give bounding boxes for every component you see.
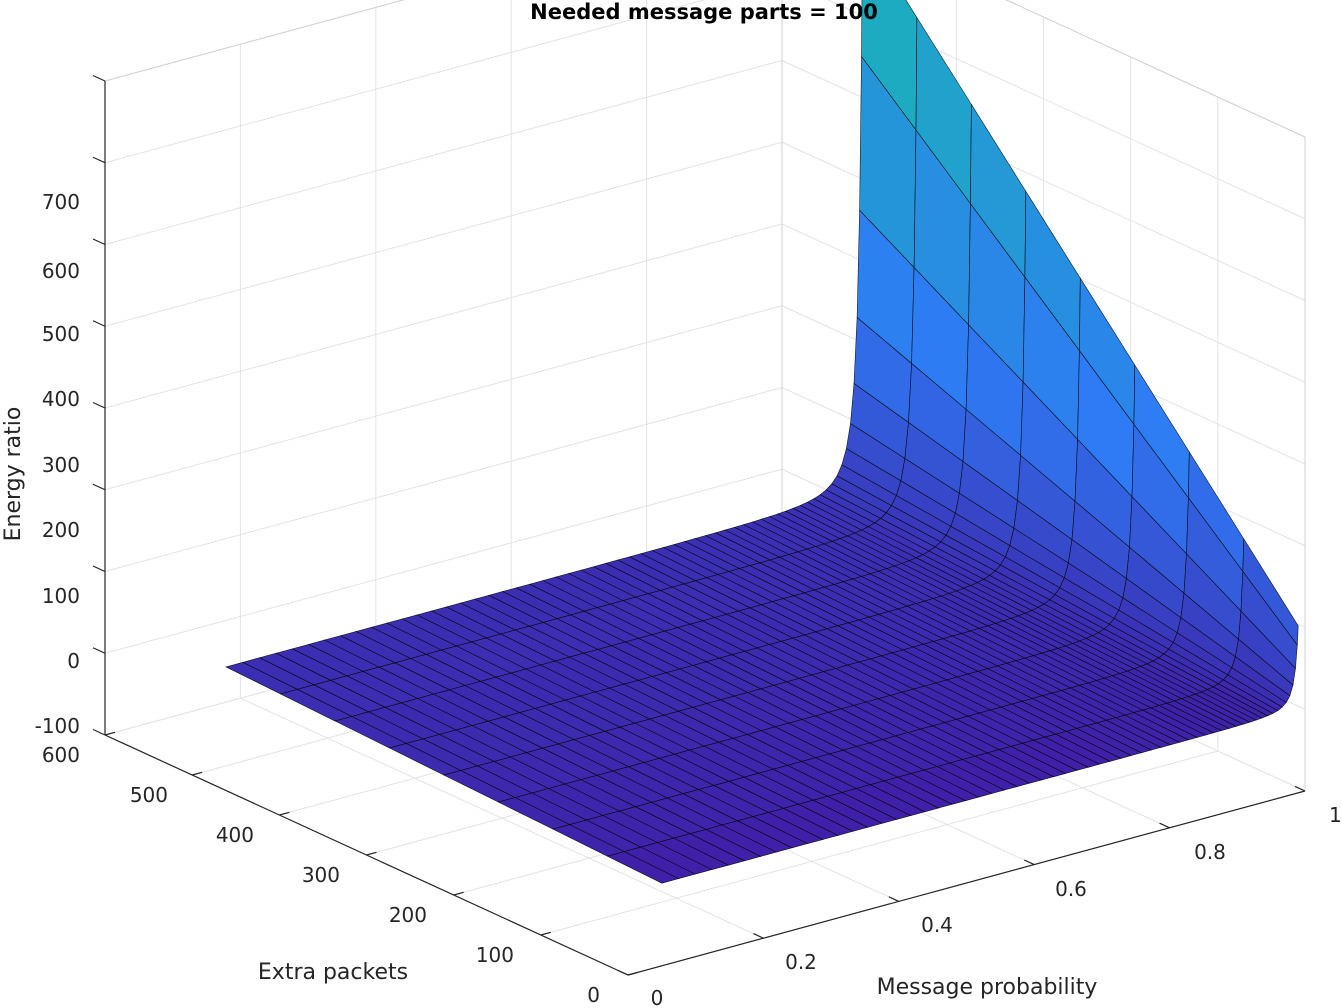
grid-line bbox=[104, 141, 783, 327]
grid-line bbox=[104, 60, 783, 245]
x-tick-label: 0.4 bbox=[921, 913, 953, 937]
grid-line bbox=[104, 468, 783, 654]
z-tick-label: 400 bbox=[42, 387, 80, 411]
z-tick bbox=[92, 74, 106, 82]
x-tick-label: 1 bbox=[1329, 803, 1342, 827]
x-axis-line bbox=[627, 790, 1306, 976]
y-tick-label: 300 bbox=[302, 863, 340, 887]
y-tick-label: 200 bbox=[389, 903, 427, 927]
y-axis-label: Extra packets bbox=[258, 960, 408, 985]
z-tick bbox=[92, 647, 106, 654]
surface-mesh bbox=[225, 0, 1299, 884]
x-tick-labels: 0 0.2 0.4 0.6 0.8 1 bbox=[651, 803, 1342, 1008]
z-tick bbox=[92, 156, 106, 164]
y-tick bbox=[366, 851, 377, 856]
y-tick bbox=[104, 731, 116, 736]
grid-line bbox=[104, 305, 783, 491]
grid-line bbox=[104, 387, 783, 572]
z-tick-label: 700 bbox=[42, 190, 80, 214]
z-tick-label: 500 bbox=[42, 322, 80, 346]
chart-title: Needed message parts = 100 bbox=[530, 0, 878, 24]
y-tick-label: 500 bbox=[130, 783, 168, 807]
x-tick bbox=[1023, 859, 1035, 866]
z-tick-label: 0 bbox=[67, 649, 80, 673]
y-tick bbox=[192, 771, 203, 776]
z-axis-label: Energy ratio bbox=[1, 407, 26, 542]
x-tick bbox=[888, 896, 900, 902]
z-tick bbox=[92, 238, 106, 246]
y-tick-label: 400 bbox=[216, 823, 254, 847]
z-tick-labels: 700 600 500 400 300 200 100 0 -100 bbox=[35, 190, 80, 738]
z-tick-label: -100 bbox=[35, 714, 80, 738]
y-tick bbox=[453, 891, 464, 896]
axes-ticks bbox=[92, 74, 1306, 976]
z-tick bbox=[92, 401, 106, 409]
y-tick-label: 100 bbox=[476, 943, 514, 967]
z-tick-label: 200 bbox=[42, 518, 80, 542]
y-tick-label: 600 bbox=[42, 743, 80, 767]
z-tick bbox=[92, 483, 106, 491]
z-tick bbox=[92, 565, 106, 573]
grid-line bbox=[104, 223, 783, 409]
frame-line bbox=[1005, 0, 1306, 138]
y-tick bbox=[627, 971, 639, 976]
z-tick bbox=[92, 728, 106, 736]
x-axis-label: Message probability bbox=[877, 975, 1098, 1000]
x-tick bbox=[753, 933, 764, 939]
frame-line bbox=[104, 0, 405, 82]
y-tick bbox=[279, 811, 290, 816]
x-tick-label: 0 bbox=[651, 986, 664, 1008]
z-tick bbox=[92, 320, 106, 327]
x-tick-label: 0.8 bbox=[1194, 840, 1226, 864]
y-tick-label: 0 bbox=[587, 983, 600, 1007]
y-tick-labels: 600 500 400 300 200 100 0 bbox=[42, 743, 600, 1007]
z-tick-label: 300 bbox=[42, 453, 80, 477]
x-tick bbox=[1294, 785, 1306, 792]
surface-patch bbox=[1242, 537, 1299, 646]
x-tick-label: 0.6 bbox=[1055, 877, 1087, 901]
z-tick-label: 100 bbox=[42, 584, 80, 608]
z-tick-label: 600 bbox=[42, 259, 80, 283]
grid-line bbox=[104, 0, 706, 164]
x-tick bbox=[1159, 822, 1170, 829]
y-tick bbox=[540, 931, 551, 936]
x-tick bbox=[617, 969, 629, 976]
x-tick-label: 0.2 bbox=[785, 950, 817, 974]
grid-line bbox=[540, 750, 1218, 936]
